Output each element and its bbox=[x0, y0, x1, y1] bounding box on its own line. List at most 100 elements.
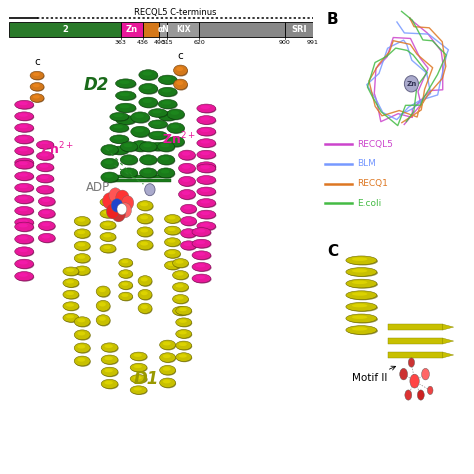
Ellipse shape bbox=[161, 354, 176, 363]
Ellipse shape bbox=[40, 176, 48, 179]
Ellipse shape bbox=[184, 230, 191, 234]
Ellipse shape bbox=[120, 168, 137, 178]
Ellipse shape bbox=[117, 80, 137, 89]
Ellipse shape bbox=[16, 161, 34, 170]
Ellipse shape bbox=[42, 198, 50, 202]
Ellipse shape bbox=[16, 136, 34, 145]
Ellipse shape bbox=[75, 218, 91, 227]
Ellipse shape bbox=[173, 307, 189, 316]
Bar bbox=[388, 338, 443, 344]
Ellipse shape bbox=[152, 110, 162, 113]
Ellipse shape bbox=[37, 175, 55, 183]
Ellipse shape bbox=[179, 319, 187, 323]
Ellipse shape bbox=[346, 279, 377, 288]
Ellipse shape bbox=[138, 215, 154, 225]
Ellipse shape bbox=[201, 163, 210, 167]
Ellipse shape bbox=[104, 345, 113, 348]
Ellipse shape bbox=[119, 270, 133, 278]
Ellipse shape bbox=[102, 146, 119, 156]
Ellipse shape bbox=[347, 269, 378, 277]
Ellipse shape bbox=[148, 120, 167, 128]
Ellipse shape bbox=[38, 233, 55, 243]
Ellipse shape bbox=[140, 202, 148, 206]
Ellipse shape bbox=[174, 81, 188, 91]
Bar bbox=[199, 22, 285, 36]
Ellipse shape bbox=[201, 177, 210, 181]
Ellipse shape bbox=[161, 366, 176, 376]
Ellipse shape bbox=[15, 158, 34, 167]
Ellipse shape bbox=[143, 72, 152, 75]
Ellipse shape bbox=[143, 143, 152, 147]
Ellipse shape bbox=[139, 155, 157, 164]
Ellipse shape bbox=[167, 137, 184, 147]
Ellipse shape bbox=[148, 131, 167, 140]
Ellipse shape bbox=[197, 222, 216, 230]
Ellipse shape bbox=[181, 241, 197, 250]
Ellipse shape bbox=[119, 281, 133, 290]
Ellipse shape bbox=[119, 105, 130, 109]
Ellipse shape bbox=[103, 222, 111, 226]
Ellipse shape bbox=[131, 376, 147, 384]
Ellipse shape bbox=[113, 114, 123, 117]
Ellipse shape bbox=[150, 144, 168, 152]
Ellipse shape bbox=[100, 210, 116, 218]
Ellipse shape bbox=[201, 200, 210, 203]
Ellipse shape bbox=[130, 386, 147, 394]
Ellipse shape bbox=[102, 173, 119, 183]
Ellipse shape bbox=[30, 94, 44, 102]
Ellipse shape bbox=[182, 165, 190, 169]
Ellipse shape bbox=[15, 112, 34, 120]
Ellipse shape bbox=[18, 219, 28, 223]
Ellipse shape bbox=[346, 256, 377, 264]
Ellipse shape bbox=[134, 376, 142, 379]
Ellipse shape bbox=[352, 327, 367, 330]
Ellipse shape bbox=[18, 162, 28, 165]
Text: E.coli: E.coli bbox=[357, 199, 381, 208]
Ellipse shape bbox=[196, 241, 205, 244]
Ellipse shape bbox=[158, 112, 177, 121]
Ellipse shape bbox=[77, 243, 85, 246]
Ellipse shape bbox=[104, 174, 113, 178]
Ellipse shape bbox=[173, 296, 189, 304]
Text: 900: 900 bbox=[279, 40, 291, 45]
Ellipse shape bbox=[134, 365, 142, 368]
Circle shape bbox=[408, 358, 415, 367]
Text: 490: 490 bbox=[154, 40, 165, 45]
Ellipse shape bbox=[121, 271, 128, 274]
Ellipse shape bbox=[141, 277, 148, 282]
Ellipse shape bbox=[100, 244, 116, 253]
Polygon shape bbox=[443, 338, 454, 344]
Ellipse shape bbox=[15, 135, 34, 144]
Ellipse shape bbox=[198, 177, 216, 185]
Ellipse shape bbox=[170, 138, 179, 142]
Ellipse shape bbox=[33, 73, 40, 76]
Ellipse shape bbox=[177, 319, 192, 328]
Ellipse shape bbox=[74, 317, 90, 327]
Ellipse shape bbox=[40, 187, 48, 190]
Ellipse shape bbox=[347, 315, 378, 323]
Ellipse shape bbox=[75, 230, 91, 239]
Ellipse shape bbox=[113, 147, 123, 151]
Ellipse shape bbox=[111, 114, 129, 122]
Ellipse shape bbox=[138, 303, 152, 313]
Ellipse shape bbox=[143, 99, 152, 103]
Ellipse shape bbox=[38, 209, 55, 218]
Ellipse shape bbox=[165, 216, 181, 224]
Text: B: B bbox=[327, 12, 338, 27]
Ellipse shape bbox=[181, 204, 197, 213]
Ellipse shape bbox=[39, 210, 56, 219]
Ellipse shape bbox=[165, 262, 181, 271]
Ellipse shape bbox=[64, 292, 80, 300]
Ellipse shape bbox=[101, 172, 118, 182]
Text: 2: 2 bbox=[62, 25, 68, 34]
Ellipse shape bbox=[140, 242, 148, 246]
Ellipse shape bbox=[18, 261, 28, 264]
Ellipse shape bbox=[165, 239, 181, 247]
Ellipse shape bbox=[135, 142, 144, 147]
Ellipse shape bbox=[139, 168, 157, 178]
Ellipse shape bbox=[101, 355, 118, 364]
Ellipse shape bbox=[16, 101, 34, 110]
Ellipse shape bbox=[201, 223, 210, 227]
Ellipse shape bbox=[352, 269, 367, 273]
Ellipse shape bbox=[139, 83, 158, 94]
